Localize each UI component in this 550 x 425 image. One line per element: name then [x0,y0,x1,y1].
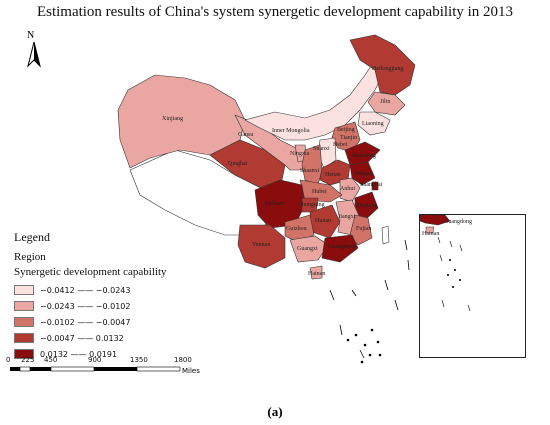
label-anhui: Anhui [340,186,355,192]
map-legend: Legend Region Synergetic development cap… [14,230,214,362]
legend-title: Legend [14,230,50,244]
region-jiangsu [349,161,376,186]
region-fujian [349,214,373,246]
region-sichuan [254,179,306,229]
label-chongqing: Chongqing [298,202,325,208]
legend-swatch [14,317,34,327]
legend-class: −0.0102 —— −0.0047 [14,314,214,330]
scale-tick: 1800 [174,356,192,364]
region-taiwan [381,225,390,245]
region-liaoning [357,111,391,136]
label-yunnan: Yunnan [252,242,270,248]
region-guangdong [321,234,359,263]
legend-class: 0.0132 —— 0.0191 [14,346,214,362]
region-shandong [344,141,381,166]
label-qinghai: Qinghai [228,161,248,167]
label-jiangsu: Jiangsu [355,171,373,177]
region-hubei [299,179,343,203]
region-yunnan [237,224,286,269]
scale-unit: Miles [182,367,200,375]
label-guizhou: Guizhou [286,226,307,232]
legend-swatch [14,301,34,311]
legend-field-label: Synergetic development capability [14,266,167,278]
legend-swatch [14,285,34,295]
region-heilongjiang [349,34,416,96]
inset-label-hainan: Hainan [422,231,439,237]
label-henan: Henan [325,172,341,178]
south-sea-islands [329,239,410,364]
legend-class-label: −0.0243 —— −0.0102 [40,301,131,311]
label-guangdong: Guangdong [328,244,356,250]
label-shaanxi: Shaanxi [300,168,320,174]
label-zhejiang: Zhejiang [356,203,377,209]
inset-map: Guangdong Hainan [419,214,472,312]
map-title: Estimation results of China's system syn… [36,4,514,20]
north-arrow-icon [27,41,41,68]
label-hubei: Hubei [312,189,327,195]
label-hunan: Hunan [315,218,331,224]
label-jilin: Jilin [380,99,390,105]
legend-class-label: −0.0412 —— −0.0243 [40,285,131,295]
label-beijing: Beijing [337,127,355,133]
label-guangxi: Guangxi [297,246,318,252]
label-heilongjiang: Heilongjiang [372,66,403,72]
legend-class: −0.0243 —— −0.0102 [14,298,214,314]
region-qinghai [209,139,286,191]
label-shandong: Shandong [352,153,376,159]
legend-classes: −0.0412 —— −0.0243 −0.0243 —— −0.0102 −0… [14,282,214,362]
region-shanghai [371,181,379,191]
label-shanghai: Shanghai [360,182,383,188]
label-fujian: Fujian [356,226,371,232]
scale-tick: 0 [6,356,11,364]
label-xinjiang: Xinjiang [162,116,183,122]
region-jilin [367,91,406,116]
scale-tick: 450 [44,356,58,364]
region-hainan [309,265,323,280]
label-jiangxi: Jiangxi [338,214,356,220]
scale-bar [10,366,181,372]
label-gansu: Gansu [238,132,253,138]
label-ningxia: Ningxia [290,151,310,157]
label-shanxi: Shanxi [313,146,330,152]
north-letter: N [27,30,35,41]
legend-class: −0.0412 —— −0.0243 [14,282,214,298]
legend-region-label: Region [14,251,46,263]
inset-label-guangdong: Guangdong [444,219,472,225]
label-hebei: Hebei [333,142,348,148]
legend-class: −0.0047 —— 0.0132 [14,330,214,346]
scale-tick: 225 [21,356,35,364]
legend-swatch [14,349,34,359]
south-china-sea-inset: Guangdong Hainan [419,214,526,358]
legend-swatch [14,333,34,343]
label-tianjin: Tianjin [340,135,357,141]
legend-class-label: 0.0132 —— 0.0191 [40,349,118,359]
scale-tick: 1350 [130,356,148,364]
legend-class-label: −0.0102 —— −0.0047 [40,317,131,327]
scale-tick: 900 [88,356,102,364]
legend-class-label: −0.0047 —— 0.0132 [40,333,124,343]
label-liaoning: Liaoning [362,121,384,127]
label-hainan: Hainan [308,271,325,277]
label-inner-mongolia: Inner Mongolia [272,128,310,134]
figure-caption: (a) [267,404,283,419]
label-sichuan: Sichuan [265,201,284,207]
